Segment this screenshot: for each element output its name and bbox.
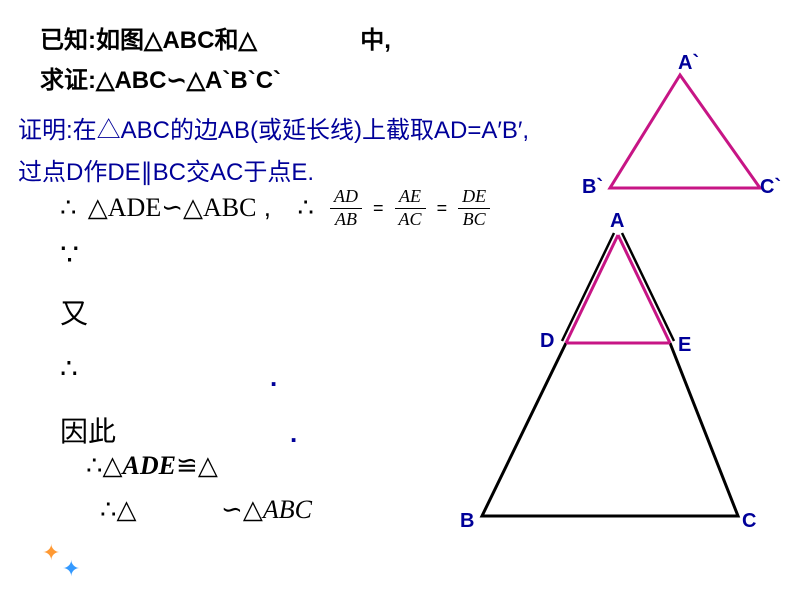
- prove-label: 求证:: [40, 67, 96, 94]
- sparkle-icon: ✦: [62, 556, 80, 582]
- label-b-prime: B`: [582, 176, 603, 199]
- fraction-equation: AD AB = AE AC = DE BC: [330, 186, 490, 230]
- label-e: E: [678, 334, 691, 357]
- congr-sym: ≌: [176, 450, 198, 480]
- frac-2: AE AC: [395, 186, 426, 230]
- given-tri1: △: [144, 27, 162, 54]
- given-tri2: △: [238, 27, 256, 54]
- ade-text: ADE: [108, 193, 161, 222]
- label-d: D: [540, 330, 554, 353]
- label-b: B: [460, 510, 474, 533]
- congr-therefore: ∴: [86, 450, 103, 480]
- given-abc: ABC: [162, 27, 214, 54]
- given-pre: 已知:如图: [40, 27, 144, 54]
- sparkle-icon: ✦: [42, 540, 60, 566]
- therefore-line-3: ∴: [60, 352, 78, 385]
- final-tri2: △: [243, 494, 263, 524]
- eq-1: =: [367, 198, 390, 219]
- prove-apbpcp: A`B`C`: [205, 67, 281, 94]
- also-text: 又: [60, 292, 88, 332]
- dot-2: .: [290, 418, 297, 449]
- congr-tri2: △: [198, 450, 218, 480]
- triangle-abc-lower: [482, 343, 738, 516]
- final-line: ∴△ ∽△ABC: [100, 494, 312, 525]
- eq-2: =: [431, 198, 454, 219]
- therefore-2: ∴: [297, 192, 314, 222]
- ade-tri2: △: [183, 192, 203, 222]
- given-line: 已知:如图△ABC和△ 中,: [40, 20, 391, 55]
- frac-ac: AC: [395, 209, 426, 231]
- frac-de: DE: [458, 186, 490, 209]
- proof-line-1: 证明:在△ABC的边AB(或延长线)上截取AD=A′B′,: [18, 110, 529, 145]
- because-sym: ∵: [60, 238, 79, 273]
- frac-bc: BC: [458, 209, 490, 231]
- given-mid: 中,: [360, 27, 391, 54]
- frac-3: DE BC: [458, 186, 490, 230]
- final-sim: ∽: [221, 494, 243, 524]
- label-c: C: [742, 510, 756, 533]
- prove-abc: ABC: [114, 67, 166, 94]
- frac-ae: AE: [395, 186, 426, 209]
- final-abc: ABC: [263, 495, 312, 524]
- ade-tri1: △: [88, 192, 108, 222]
- ade-comma: ,: [264, 192, 271, 222]
- therefore-1: ∴: [60, 192, 77, 222]
- therefore-3: ∴: [60, 353, 78, 384]
- dot-1: .: [270, 362, 277, 393]
- label-a: A: [610, 210, 624, 233]
- final-tri1: △: [117, 494, 137, 524]
- prove-tri1: △: [96, 67, 114, 94]
- proof-line-2: 过点D作DE∥BC交AC于点E.: [18, 152, 314, 187]
- given-and: 和: [214, 27, 238, 54]
- segment-ad-black: [562, 233, 614, 341]
- congruent-line: ∴△ADE≌△: [86, 450, 218, 481]
- frac-ad: AD: [330, 186, 362, 209]
- prove-line: 求证:△ABC∽△A`B`C`: [40, 60, 281, 95]
- ade-sim-sym: ∽: [161, 192, 183, 222]
- segment-ae-black: [622, 233, 674, 341]
- ade-sim-line: ∴ △ADE∽△ABC , ∴: [60, 192, 314, 223]
- segment-ad: [566, 235, 618, 343]
- ade-abc: ABC: [203, 193, 256, 222]
- frac-1: AD AB: [330, 186, 362, 230]
- congr-ade: ADE: [123, 451, 176, 480]
- prove-tri2: △: [187, 67, 205, 94]
- label-a-prime: A`: [678, 52, 699, 75]
- triangle-apbpcp: [610, 75, 760, 188]
- label-c-prime: C`: [760, 176, 781, 199]
- hence-text: 因此: [60, 410, 116, 450]
- frac-ab: AB: [330, 209, 362, 231]
- congr-tri1: △: [103, 450, 123, 480]
- final-therefore: ∴: [100, 494, 117, 524]
- segment-ae: [618, 235, 670, 343]
- prove-sim: ∽: [166, 67, 186, 94]
